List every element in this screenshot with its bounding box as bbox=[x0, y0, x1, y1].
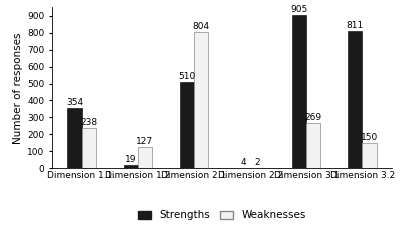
Bar bbox=[82, 128, 96, 168]
Text: 811: 811 bbox=[347, 21, 364, 30]
Text: 2: 2 bbox=[254, 158, 260, 167]
Text: 510: 510 bbox=[178, 72, 196, 81]
Text: 354: 354 bbox=[66, 98, 83, 107]
Legend: Strengths, Weaknesses: Strengths, Weaknesses bbox=[134, 206, 310, 225]
Bar bbox=[306, 123, 320, 168]
Text: 238: 238 bbox=[80, 118, 97, 127]
Bar bbox=[68, 108, 82, 168]
Text: 127: 127 bbox=[136, 137, 153, 146]
Bar bbox=[194, 32, 208, 168]
Bar bbox=[180, 82, 194, 168]
Bar bbox=[348, 31, 362, 168]
Text: 19: 19 bbox=[125, 155, 136, 164]
Y-axis label: Number of responses: Number of responses bbox=[13, 32, 23, 143]
Text: 150: 150 bbox=[361, 133, 378, 142]
Bar bbox=[292, 15, 306, 168]
Bar bbox=[362, 143, 376, 168]
Bar bbox=[138, 147, 152, 168]
Bar bbox=[124, 165, 138, 168]
Text: 269: 269 bbox=[305, 113, 322, 122]
Text: 804: 804 bbox=[192, 22, 210, 31]
Text: 905: 905 bbox=[291, 5, 308, 14]
Text: 4: 4 bbox=[240, 158, 246, 167]
